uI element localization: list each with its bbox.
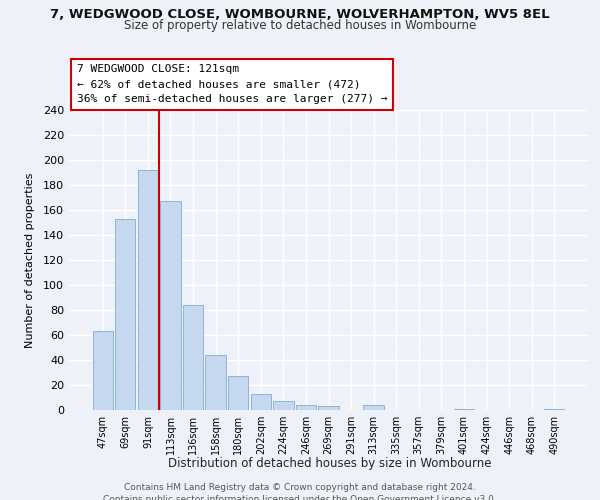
Y-axis label: Number of detached properties: Number of detached properties [25, 172, 35, 348]
Bar [92, 331, 113, 410]
Bar [251, 394, 271, 410]
Bar [319, 406, 338, 410]
Bar [160, 201, 181, 410]
Bar [364, 405, 384, 410]
Bar [138, 170, 158, 410]
Bar [115, 219, 136, 410]
Text: Size of property relative to detached houses in Wombourne: Size of property relative to detached ho… [124, 18, 476, 32]
Text: 7 WEDGWOOD CLOSE: 121sqm
← 62% of detached houses are smaller (472)
36% of semi-: 7 WEDGWOOD CLOSE: 121sqm ← 62% of detach… [77, 64, 387, 104]
Bar [205, 355, 226, 410]
Bar [454, 409, 474, 410]
Bar [273, 401, 293, 410]
Text: 7, WEDGWOOD CLOSE, WOMBOURNE, WOLVERHAMPTON, WV5 8EL: 7, WEDGWOOD CLOSE, WOMBOURNE, WOLVERHAMP… [50, 8, 550, 20]
Bar [296, 405, 316, 410]
Bar [228, 376, 248, 410]
Bar [183, 305, 203, 410]
Text: Contains HM Land Registry data © Crown copyright and database right 2024.
Contai: Contains HM Land Registry data © Crown c… [103, 482, 497, 500]
Bar [544, 409, 565, 410]
Text: Distribution of detached houses by size in Wombourne: Distribution of detached houses by size … [168, 458, 492, 470]
